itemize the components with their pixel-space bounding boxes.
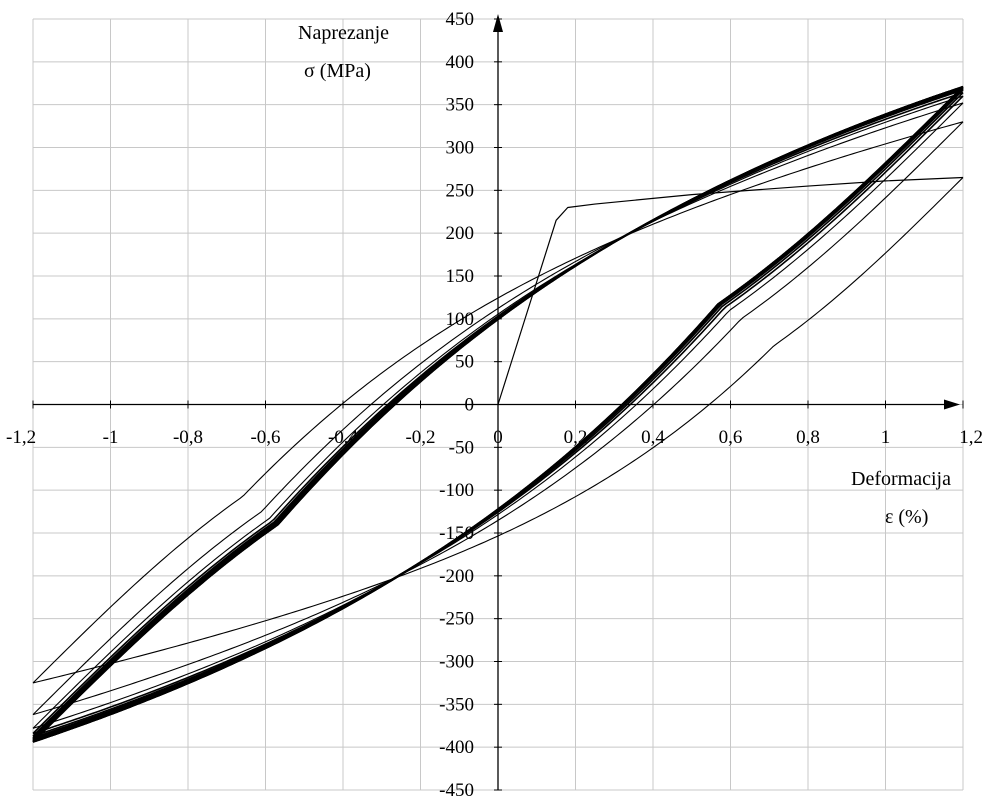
x-axis-title-line-2: ε (%) — [885, 506, 928, 528]
x-tick-label: 0,8 — [796, 427, 820, 448]
hysteresis-branch-ascending — [32, 95, 964, 729]
x-tick-label: -0,8 — [173, 427, 203, 448]
hysteresis-branch-descending — [32, 102, 964, 729]
y-tick-label: 200 — [446, 223, 475, 244]
y-tick-label: -450 — [439, 780, 474, 801]
y-tick-label: -300 — [439, 652, 474, 673]
y-tick-label: 0 — [465, 395, 475, 416]
tick-labels: -1,2 -1 -0,8 -0,6 -0,4 -0,2 0 0,2 0,4 0,6 0,8 1 1,2 4… — [6, 9, 983, 801]
y-tick-label: -50 — [449, 437, 474, 458]
y-tick-label: 450 — [446, 9, 475, 30]
x-axis-title-line-1: Deformacija — [851, 468, 951, 490]
y-tick-label: 400 — [446, 52, 475, 73]
y-tick-label: -200 — [439, 566, 474, 587]
hysteresis-branch-descending — [32, 95, 964, 735]
x-tick-label: -0,2 — [405, 427, 435, 448]
x-tick-label: 1 — [881, 427, 891, 448]
hysteresis-branch-descending — [32, 92, 964, 737]
y-tick-label: 100 — [446, 309, 475, 330]
x-tick-label: 1,2 — [959, 427, 983, 448]
hysteresis-branch-ascending — [32, 102, 964, 716]
hysteresis-branch-descending — [32, 86, 964, 743]
hysteresis-branch-ascending — [32, 121, 964, 684]
curves — [32, 85, 964, 743]
y-axis-title-line-2: σ (MPa) — [304, 60, 371, 82]
x-tick-label: 0,6 — [719, 427, 743, 448]
x-tick-label: -0,6 — [250, 427, 280, 448]
y-tick-label: -250 — [439, 609, 474, 630]
hysteresis-branch-descending — [32, 177, 964, 684]
x-axis-arrow — [944, 399, 960, 410]
x-tick-label: -1,2 — [6, 427, 36, 448]
y-tick-label: 250 — [446, 180, 475, 201]
x-tick-label: -1 — [103, 427, 119, 448]
y-tick-label: 350 — [446, 95, 475, 116]
y-tick-label: 50 — [455, 352, 474, 373]
y-tick-label: -400 — [439, 737, 474, 758]
hysteresis-branch-descending — [32, 121, 964, 716]
hysteresis-branch-ascending — [32, 85, 964, 743]
x-tick-label: -0,4 — [328, 427, 359, 448]
y-tick-label: 300 — [446, 138, 475, 159]
x-tick-label: 0 — [493, 427, 503, 448]
y-axis-title-line-1: Naprezanje — [298, 22, 389, 44]
y-axis-arrow — [493, 14, 503, 32]
y-tick-label: 150 — [446, 266, 475, 287]
y-tick-label: -350 — [439, 694, 474, 715]
x-tick-label: 0,4 — [641, 427, 665, 448]
x-tick-label: 0,2 — [564, 427, 588, 448]
y-tick-label: -150 — [439, 523, 474, 544]
y-tick-label: -100 — [439, 480, 474, 501]
